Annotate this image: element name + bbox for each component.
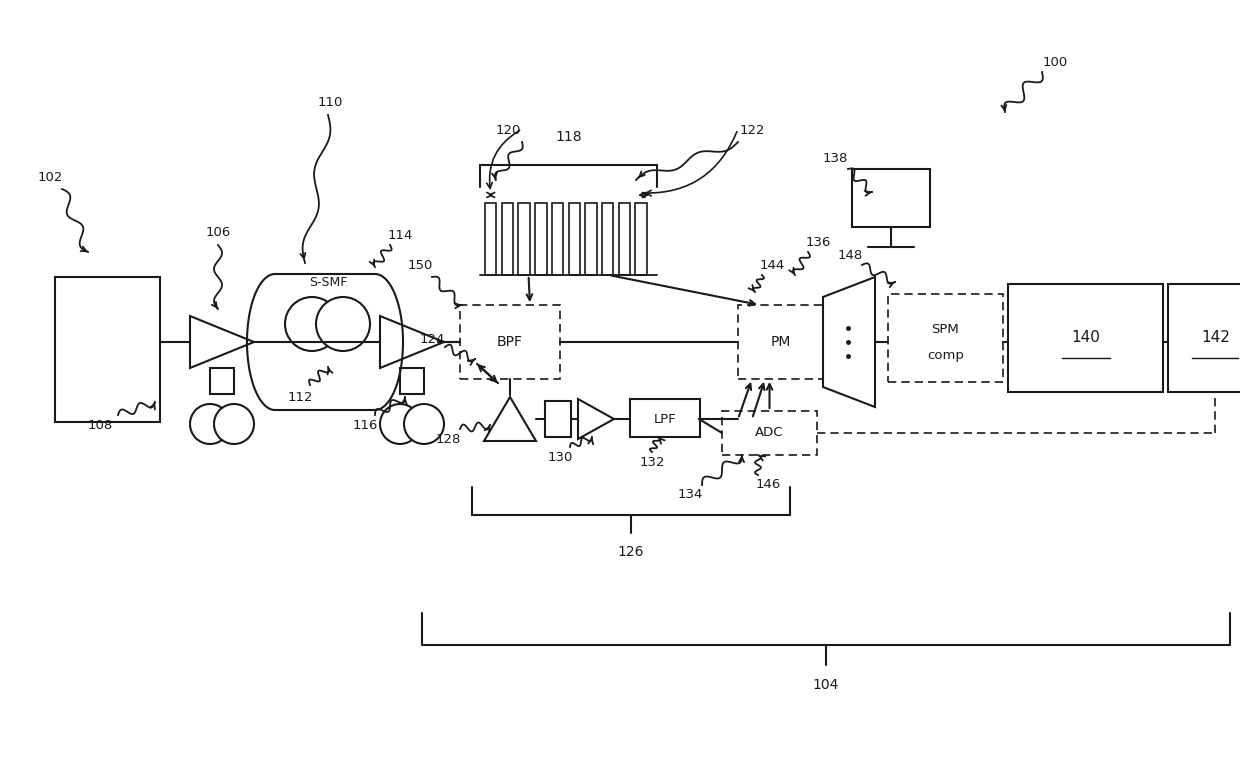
Bar (401, 368, 424, 394)
Bar (630, 399, 701, 437)
Bar (888, 294, 1003, 382)
Bar (738, 305, 823, 379)
Text: 136: 136 (805, 235, 831, 248)
Text: comp: comp (928, 348, 963, 362)
Text: 126: 126 (618, 545, 645, 559)
Text: 100: 100 (1043, 55, 1068, 68)
Text: 134: 134 (677, 488, 703, 501)
Text: 106: 106 (206, 226, 231, 238)
Text: 102: 102 (37, 170, 63, 183)
Bar (619, 203, 630, 275)
Polygon shape (190, 316, 254, 368)
Bar (502, 203, 513, 275)
Text: 124: 124 (419, 332, 445, 345)
Bar (210, 368, 234, 394)
Text: 150: 150 (407, 258, 433, 272)
Text: 138: 138 (822, 152, 848, 166)
Text: ADC: ADC (755, 426, 784, 440)
Text: 110: 110 (317, 95, 342, 108)
Text: 114: 114 (387, 229, 413, 241)
Text: LPF: LPF (653, 413, 676, 425)
Text: 118: 118 (556, 130, 582, 144)
Text: 148: 148 (837, 248, 863, 261)
Text: S-SMF: S-SMF (309, 276, 347, 288)
Text: 108: 108 (87, 419, 113, 431)
Text: BPF: BPF (497, 335, 523, 349)
Text: 116: 116 (352, 419, 378, 431)
Circle shape (215, 404, 254, 444)
Bar (601, 203, 614, 275)
Text: 132: 132 (640, 456, 665, 469)
Bar (1168, 284, 1240, 392)
Text: 128: 128 (435, 432, 461, 446)
Text: 104: 104 (812, 678, 839, 692)
Text: 120: 120 (495, 123, 521, 136)
Bar (585, 203, 596, 275)
Text: 144: 144 (759, 258, 785, 272)
Bar (485, 203, 496, 275)
Polygon shape (578, 399, 614, 439)
Text: 142: 142 (1202, 331, 1230, 345)
Bar (546, 401, 570, 437)
Circle shape (285, 297, 339, 351)
Bar (568, 203, 580, 275)
Polygon shape (484, 397, 536, 441)
Bar (460, 305, 560, 379)
Polygon shape (823, 277, 875, 407)
Text: PM: PM (770, 335, 791, 349)
Text: SPM: SPM (931, 322, 960, 335)
Text: 130: 130 (547, 450, 573, 463)
Text: 146: 146 (755, 478, 781, 491)
Text: 140: 140 (1071, 331, 1100, 345)
Bar (518, 203, 529, 275)
Bar (852, 169, 930, 227)
Bar (55, 277, 160, 422)
Bar (635, 203, 647, 275)
Circle shape (379, 404, 420, 444)
Circle shape (404, 404, 444, 444)
Circle shape (316, 297, 370, 351)
Text: 122: 122 (739, 123, 765, 136)
Text: 112: 112 (288, 391, 312, 403)
Bar (1008, 284, 1163, 392)
Bar (536, 203, 547, 275)
Bar (552, 203, 563, 275)
Bar (722, 411, 817, 455)
Circle shape (190, 404, 229, 444)
Polygon shape (379, 316, 444, 368)
